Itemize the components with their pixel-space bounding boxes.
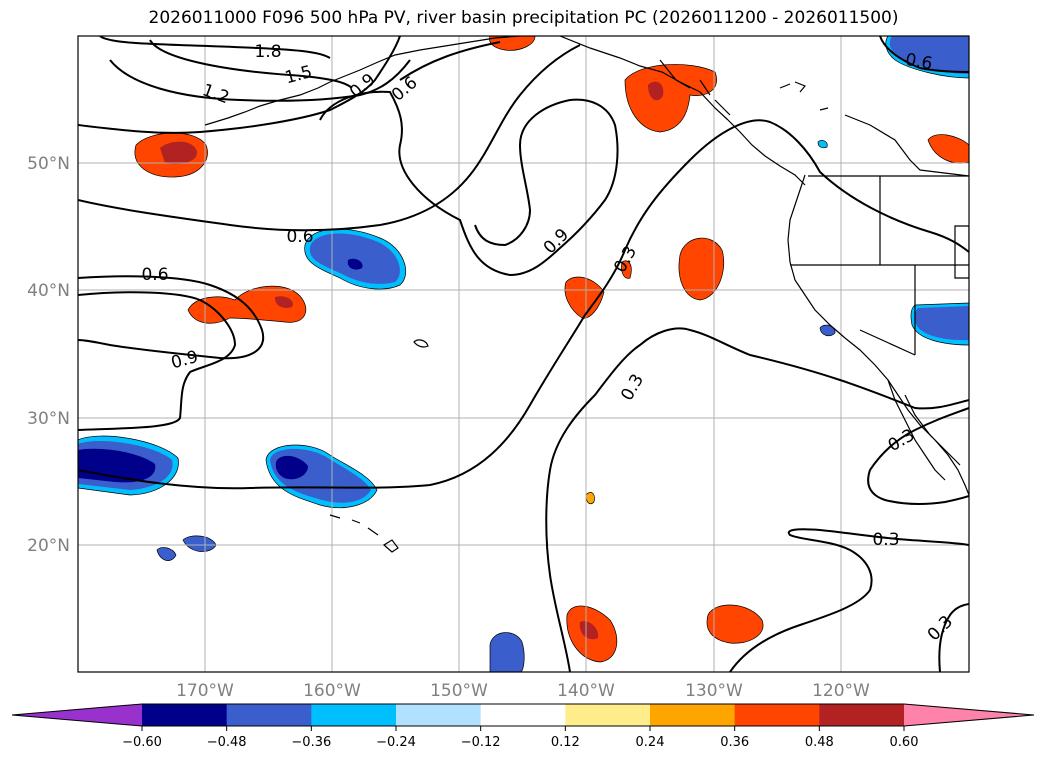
colorbar-tick-label: −0.12 <box>461 735 501 750</box>
lon-label: 150°W <box>430 681 488 701</box>
pv-contour-1.2 <box>109 59 411 102</box>
colorbar-tick-label: 0.48 <box>805 735 834 750</box>
negative-anomaly-blob <box>819 324 836 337</box>
pv-contour-0.6-ne <box>879 36 969 73</box>
pv-contour-0.6-west <box>78 275 265 360</box>
negative-anomaly-blob <box>910 302 969 346</box>
negative-anomaly-blob <box>885 36 969 79</box>
lat-label: 20°N <box>27 536 70 556</box>
negative-anomaly-blob <box>817 140 828 149</box>
positive-anomaly-blob <box>678 237 725 301</box>
colorbar-segment <box>396 704 482 726</box>
colorbar-segment <box>734 704 820 726</box>
latitude-labels: 50°N 40°N 30°N 20°N <box>27 154 70 556</box>
lon-label: 160°W <box>303 681 361 701</box>
contour-label: 0.3 <box>872 530 899 550</box>
lon-label: 170°W <box>176 681 234 701</box>
pv-contour-0.3-south <box>545 327 969 672</box>
colorbar-segment <box>480 704 566 726</box>
colorbar-tick-label: 0.36 <box>720 735 749 750</box>
positive-anomaly-blob <box>585 492 595 505</box>
lat-label: 50°N <box>27 154 70 174</box>
lat-label: 30°N <box>27 409 70 429</box>
positive-anomaly-blob <box>564 276 605 319</box>
colorbar-extension-low <box>12 704 142 726</box>
colorbar-tick-label: −0.24 <box>376 735 416 750</box>
positive-anomaly-blob <box>706 604 764 644</box>
positive-anomaly-blob <box>489 36 536 51</box>
colorbar-extension-high <box>904 704 1034 726</box>
colorbar-tick-label: 0.24 <box>636 735 665 750</box>
pv-contour-0.9-north <box>78 36 401 134</box>
contour-label: 0.6 <box>904 50 934 74</box>
positive-anomaly-blob <box>624 64 717 133</box>
colorbar-segment <box>142 704 228 726</box>
pv-contour-0.3-baja <box>867 407 969 506</box>
lon-label: 130°W <box>685 681 743 701</box>
longitude-labels: 170°W 160°W 150°W 140°W 130°W 120°W <box>176 681 870 701</box>
negative-anomaly-blob <box>78 435 179 496</box>
positive-anomaly-blob <box>187 285 307 324</box>
pv-contour-0.3-corner <box>938 603 969 672</box>
pv-contour-0.6-north <box>78 44 581 232</box>
colorbar-tick-label: 0.60 <box>890 735 919 750</box>
pv-contour-0.6-trough <box>399 41 501 81</box>
pv-contour-0.9-west <box>78 291 237 431</box>
coastlines <box>204 36 969 553</box>
colorbar-tick-label: −0.48 <box>207 735 247 750</box>
negative-anomaly-blob <box>156 547 177 561</box>
lat-label: 40°N <box>27 281 70 301</box>
lon-label: 140°W <box>557 681 615 701</box>
colorbar-tick-label: −0.60 <box>122 735 162 750</box>
map-title: 2026011000 F096 500 hPa PV, river basin … <box>148 8 899 28</box>
pv-contour-0.9-ridge <box>319 90 619 277</box>
colorbar-segment <box>819 704 905 726</box>
positive-anomaly-blob <box>134 132 208 178</box>
pv-contour-1.8 <box>99 36 331 59</box>
pv-contour-1.5 <box>149 39 353 89</box>
colorbar-segment <box>311 704 397 726</box>
pv-contour-0.3-se <box>729 528 969 672</box>
lon-label: 120°W <box>812 681 870 701</box>
map-content: 1.8 1.5 1.2 0.9 0.6 0.6 0.6 0.9 0.9 0.3 … <box>78 36 969 672</box>
colorbar-segment <box>226 704 312 726</box>
pv-contours <box>78 36 969 672</box>
colorbar-segment <box>565 704 651 726</box>
precip-shading <box>78 36 969 672</box>
contour-label: 1.8 <box>254 42 281 62</box>
colorbar-tick-label: 0.12 <box>551 735 580 750</box>
colorbar-segment <box>650 704 736 726</box>
positive-anomaly-blob <box>621 260 632 279</box>
negative-anomaly-blob <box>265 444 378 509</box>
gridlines <box>78 36 969 672</box>
contour-label: 0.6 <box>286 227 313 247</box>
contour-label: 0.6 <box>141 265 168 285</box>
colorbar: −0.60 −0.48 −0.36 −0.24 −0.12 0.12 0.24 0.36 0.4… <box>11 703 1035 750</box>
pv-contour-0.3-main <box>78 119 969 490</box>
positive-anomaly-blob <box>927 134 969 164</box>
colorbar-tick-label: −0.36 <box>291 735 331 750</box>
positive-anomaly-blob <box>566 605 618 663</box>
negative-anomaly-blob <box>489 632 525 672</box>
map-frame <box>77 35 970 673</box>
